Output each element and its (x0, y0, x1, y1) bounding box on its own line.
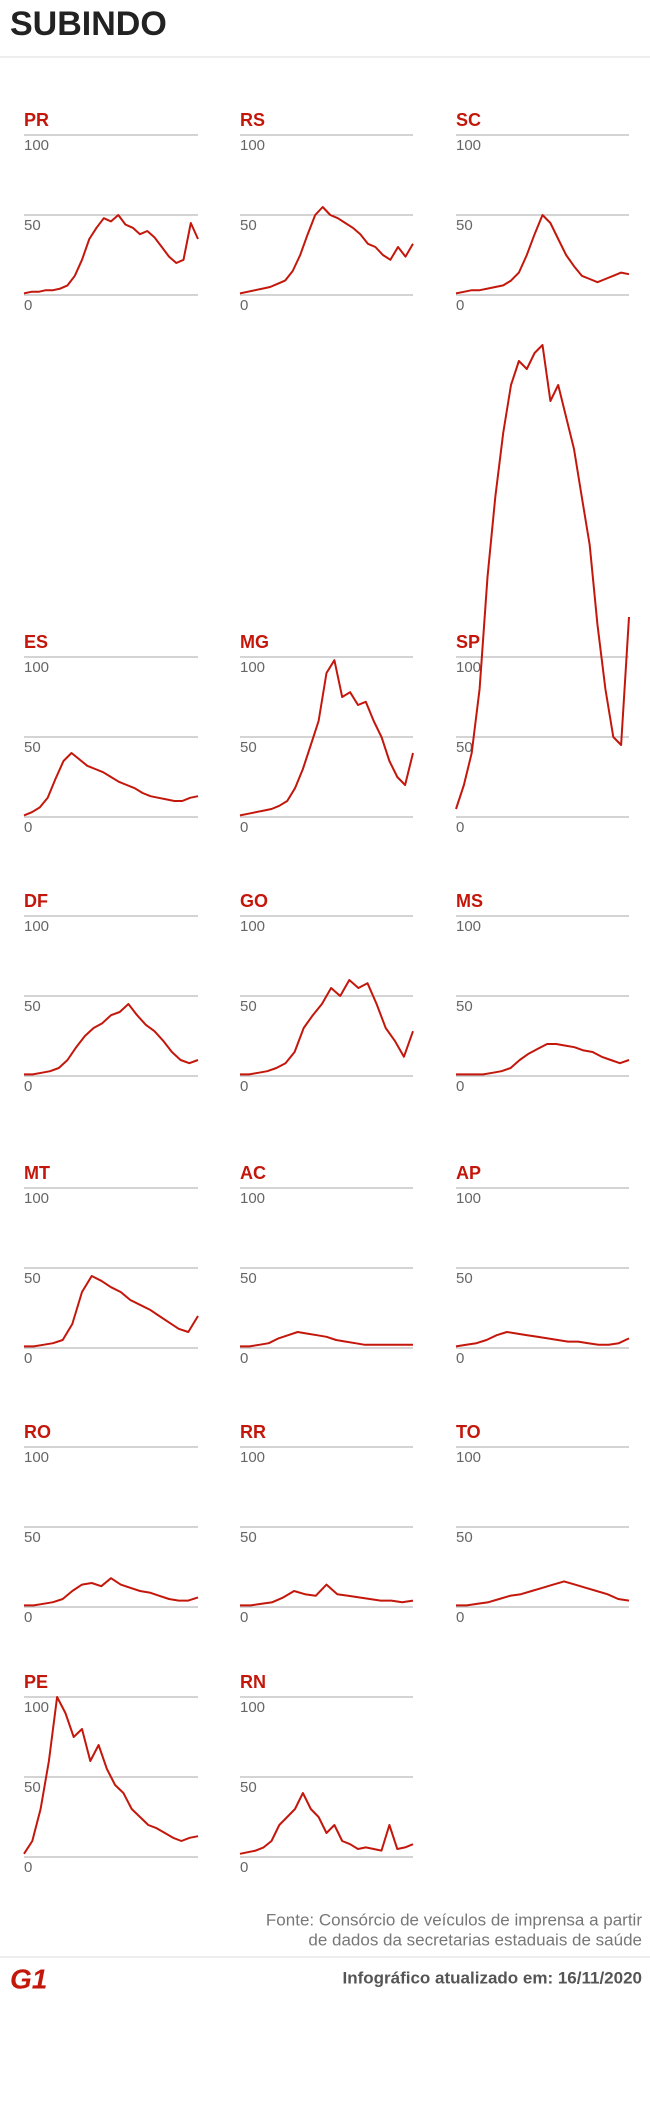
y-tick-label: 100 (240, 137, 265, 154)
series-line (240, 1583, 414, 1607)
y-tick-label: 100 (456, 659, 481, 676)
panel-label: PE (24, 1672, 48, 1692)
y-tick-label: 0 (240, 1078, 248, 1095)
series-line (456, 1580, 630, 1607)
y-tick-label: 50 (24, 1270, 41, 1287)
y-tick-label: 100 (240, 659, 265, 676)
y-tick-label: 0 (24, 819, 32, 836)
panel-label: SC (456, 110, 481, 130)
panel-label: PR (24, 110, 49, 130)
y-tick-label: 100 (240, 918, 265, 935)
panel-label: AC (240, 1163, 266, 1183)
y-tick-label: 0 (240, 1859, 248, 1876)
y-tick-label: 50 (24, 1529, 41, 1546)
panel-label: RS (240, 110, 265, 130)
y-tick-label: 0 (24, 1350, 32, 1367)
panel-label: SP (456, 632, 480, 652)
series-line (455, 214, 630, 295)
y-tick-label: 0 (24, 1609, 32, 1626)
title: SUBINDO (10, 5, 167, 43)
y-tick-label: 100 (240, 1449, 265, 1466)
y-tick-label: 50 (24, 998, 41, 1015)
panel-label: RR (240, 1422, 266, 1442)
logo: G1 (10, 1963, 47, 1994)
y-tick-label: 50 (240, 998, 257, 1015)
panel-label: ES (24, 632, 48, 652)
panel-label: RO (24, 1422, 51, 1442)
y-tick-label: 100 (24, 137, 49, 154)
y-tick-label: 0 (456, 297, 464, 314)
panel-label: MG (240, 632, 269, 652)
panel-label: AP (456, 1163, 481, 1183)
y-tick-label: 100 (240, 1699, 265, 1716)
y-tick-label: 100 (240, 1190, 265, 1207)
y-tick-label: 50 (24, 739, 41, 756)
y-tick-label: 50 (456, 1529, 473, 1546)
series-line (240, 1331, 413, 1348)
series-line (239, 1792, 414, 1855)
y-tick-label: 50 (240, 1779, 257, 1796)
series-line (23, 752, 199, 817)
y-tick-label: 100 (24, 659, 49, 676)
source: de dados da secretarias estaduais de saú… (308, 1930, 642, 1949)
y-tick-label: 0 (24, 1859, 32, 1876)
y-tick-label: 50 (456, 1270, 473, 1287)
series-line (23, 1696, 199, 1855)
y-tick-label: 0 (24, 1078, 32, 1095)
y-tick-label: 0 (456, 1350, 464, 1367)
series-line (455, 1331, 630, 1348)
y-tick-label: 0 (240, 297, 248, 314)
y-tick-label: 0 (24, 297, 32, 314)
y-tick-label: 50 (24, 1779, 41, 1796)
y-tick-label: 0 (456, 1609, 464, 1626)
panel-label: GO (240, 891, 268, 911)
series-line (456, 1043, 630, 1076)
y-tick-label: 50 (456, 739, 473, 756)
series-line (24, 1003, 199, 1076)
y-tick-label: 100 (456, 137, 481, 154)
y-tick-label: 0 (456, 1078, 464, 1095)
y-tick-label: 50 (240, 1270, 257, 1287)
series-line (24, 1275, 199, 1348)
y-tick-label: 50 (24, 217, 41, 234)
series-line (455, 344, 630, 810)
series-line (239, 206, 414, 295)
y-tick-label: 50 (456, 998, 473, 1015)
panel-label: TO (456, 1422, 481, 1442)
y-tick-label: 100 (24, 1449, 49, 1466)
y-tick-label: 100 (24, 918, 49, 935)
y-tick-label: 50 (456, 217, 473, 234)
panel-label: MS (456, 891, 483, 911)
y-tick-label: 0 (240, 819, 248, 836)
panel-label: DF (24, 891, 48, 911)
y-tick-label: 50 (240, 739, 257, 756)
y-tick-label: 100 (456, 918, 481, 935)
y-tick-label: 0 (240, 1609, 248, 1626)
y-tick-label: 0 (456, 819, 464, 836)
y-tick-label: 100 (456, 1449, 481, 1466)
series-line (23, 214, 199, 295)
panel-label: MT (24, 1163, 50, 1183)
updated: Infográfico atualizado em: 16/11/2020 (342, 1968, 642, 1987)
source: Fonte: Consórcio de veículos de imprensa… (266, 1910, 642, 1929)
y-tick-label: 100 (24, 1190, 49, 1207)
y-tick-label: 100 (24, 1699, 49, 1716)
y-tick-label: 0 (240, 1350, 248, 1367)
y-tick-label: 50 (240, 1529, 257, 1546)
y-tick-label: 100 (456, 1190, 481, 1207)
panel-label: RN (240, 1672, 266, 1692)
series-line (239, 659, 414, 817)
series-line (240, 979, 414, 1076)
series-line (24, 1577, 199, 1607)
y-tick-label: 50 (240, 217, 257, 234)
